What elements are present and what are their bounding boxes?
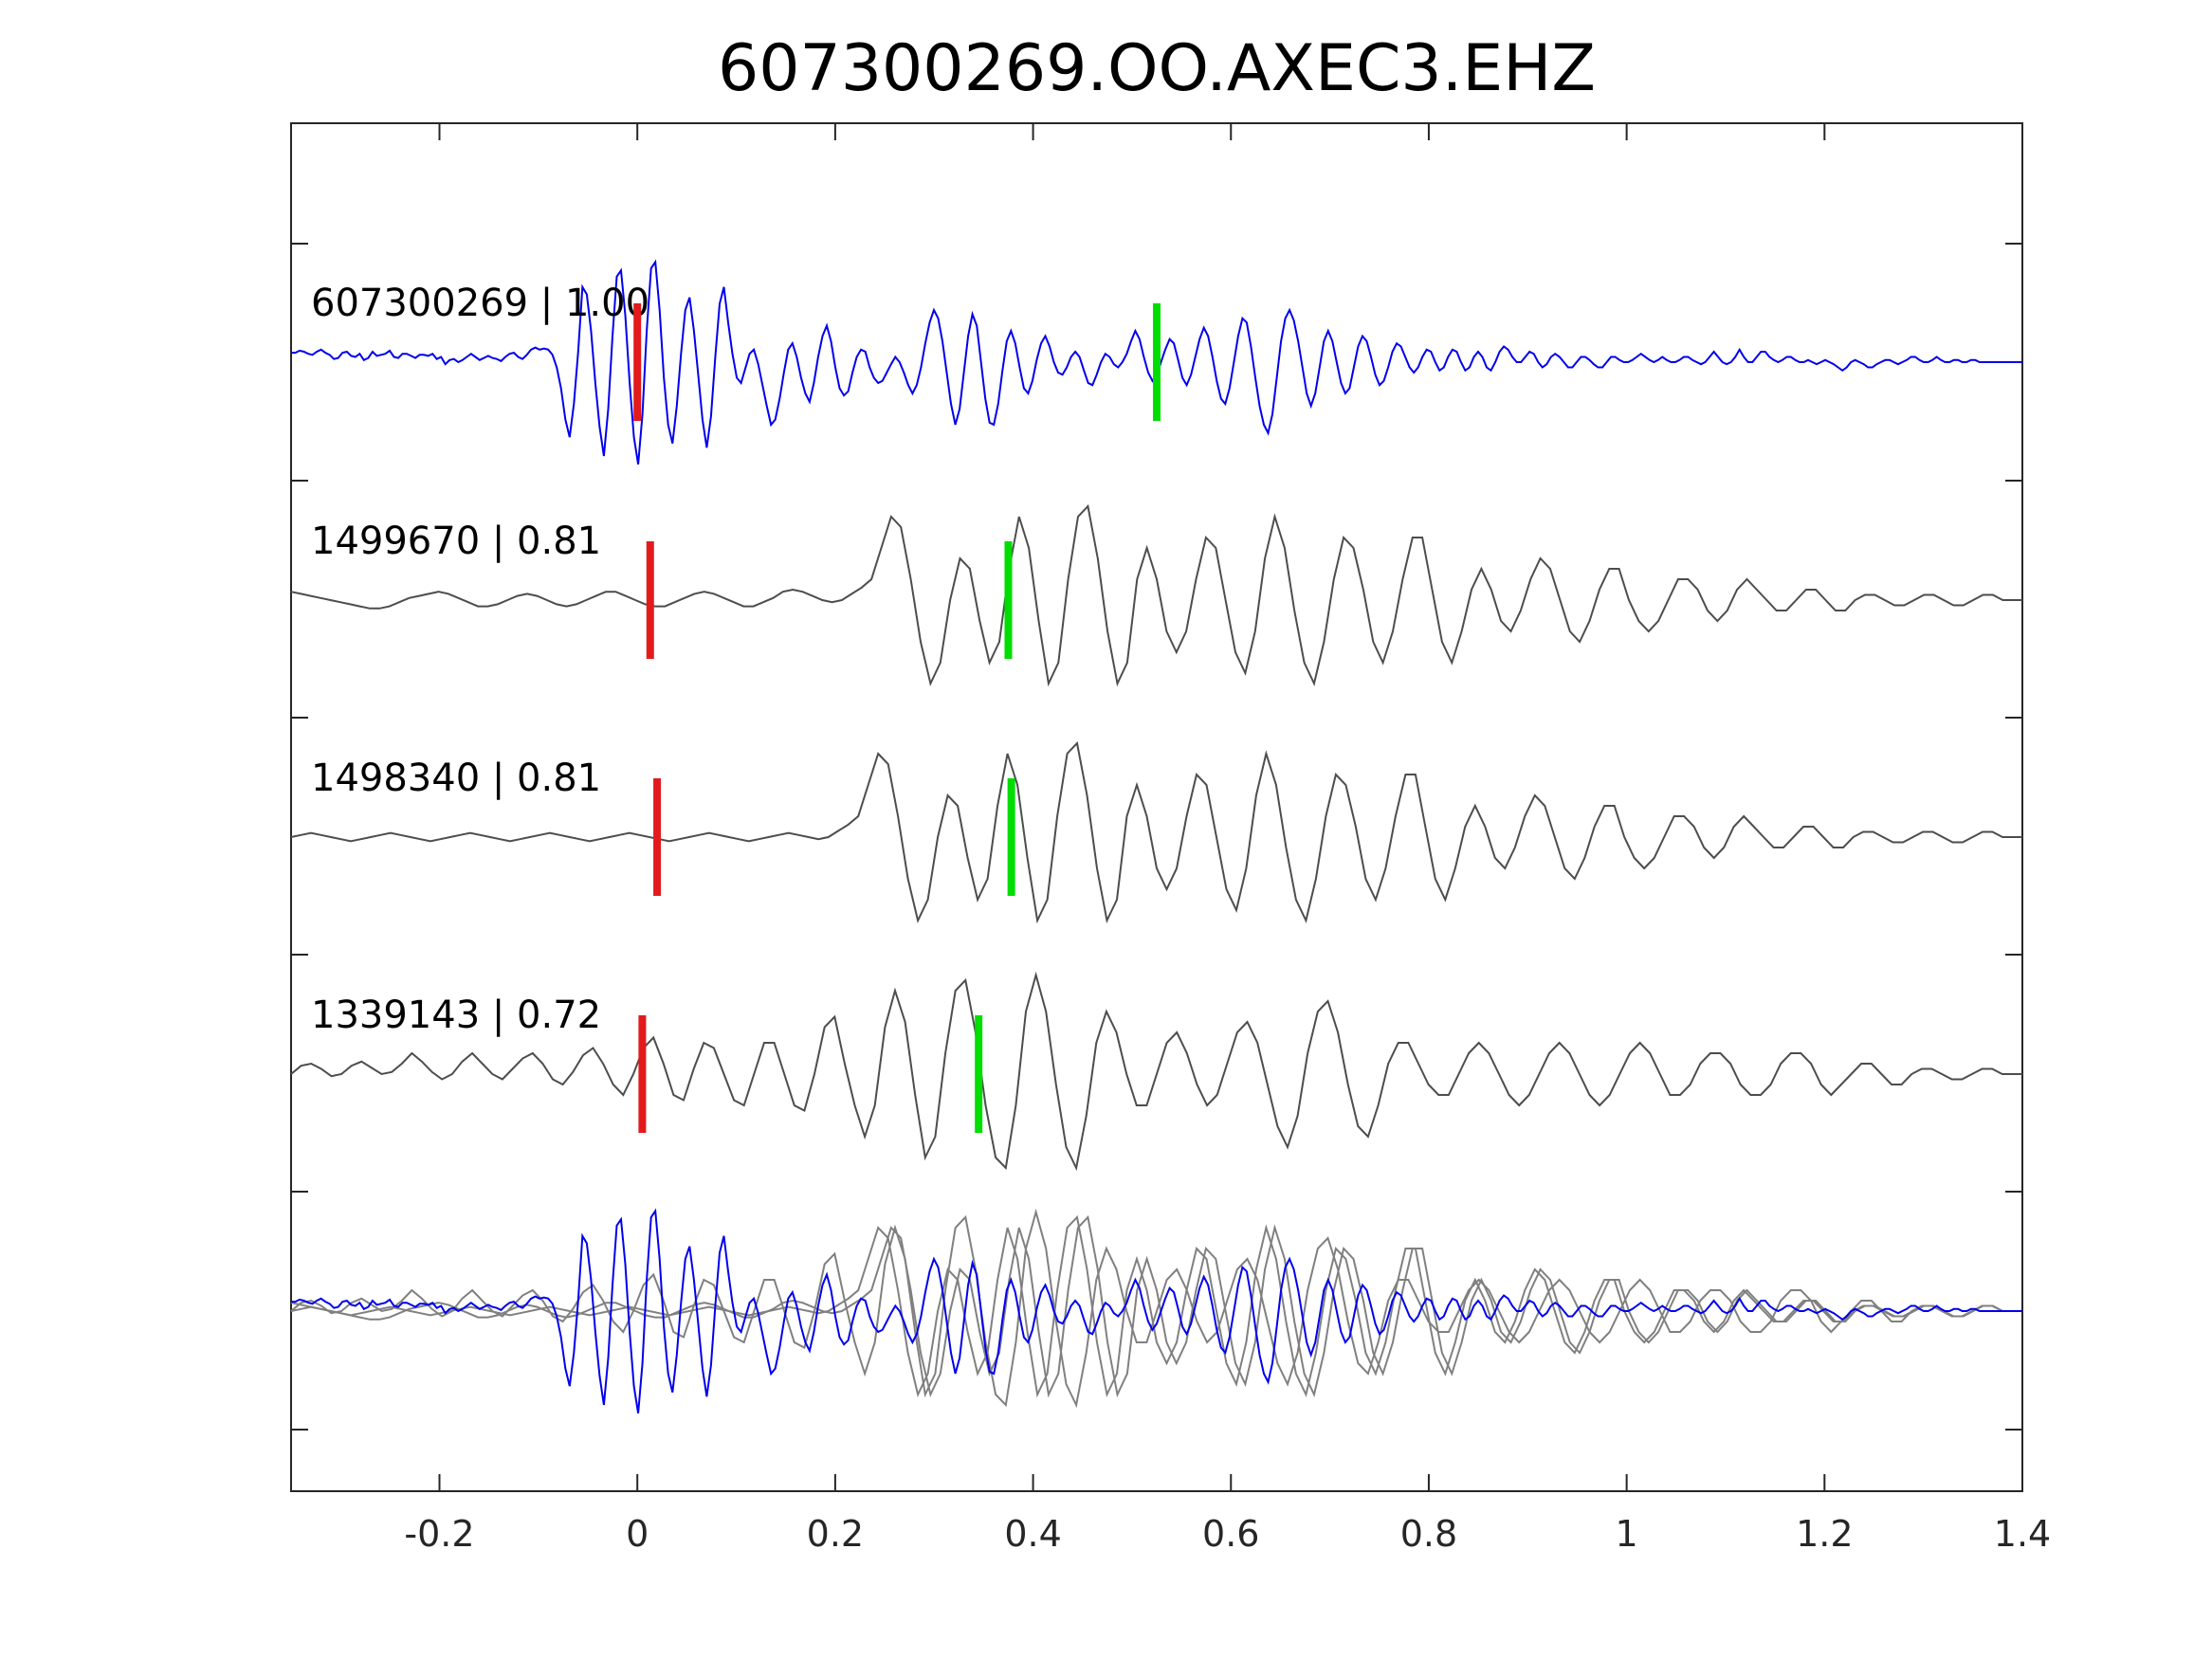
overlay-trace-1499670 [290,1214,2022,1398]
x-tick-label: 1 [1616,1513,1638,1555]
trace-label: 1499670 | 0.81 [311,520,601,563]
x-tick-label: 1.2 [1796,1513,1853,1555]
trace-1498340 [290,740,2022,924]
x-tick-label: -0.2 [404,1513,474,1555]
x-tick-label: 0 [626,1513,649,1555]
x-tick-label: 0.6 [1202,1513,1259,1555]
x-tick-label: 1.4 [1994,1513,2051,1555]
x-ticks: -0.2 0 0.2 0.4 0.6 0.8 1 1.2 1.4 [404,123,2051,1555]
y-ticks [291,243,2022,1431]
trace-stack [290,259,2022,1172]
overlay-trace-1339143 [290,1208,2022,1409]
trace-label: 607300269 | 1.00 [311,282,649,325]
overlay-trace-1498340 [290,1214,2022,1398]
trace-label: 1498340 | 0.81 [311,757,601,800]
x-tick-label: 0.2 [807,1513,864,1555]
trace-label: 1339143 | 0.72 [311,994,601,1037]
trace-labels: 607300269 | 1.00 1499670 | 0.81 1498340 | … [311,282,649,1037]
chart-title: 607300269.OO.AXEC3.EHZ [718,31,1596,106]
phase-picks [633,303,1161,1133]
plot-frame [290,122,2023,1492]
trace-1499670 [290,503,2022,687]
overlay-panel [290,1208,2022,1413]
x-tick-label: 0.4 [1004,1513,1061,1555]
overlay-trace-607300269 [291,1208,2022,1413]
trace-1339143 [290,971,2022,1172]
x-tick-label: 0.8 [1400,1513,1457,1555]
